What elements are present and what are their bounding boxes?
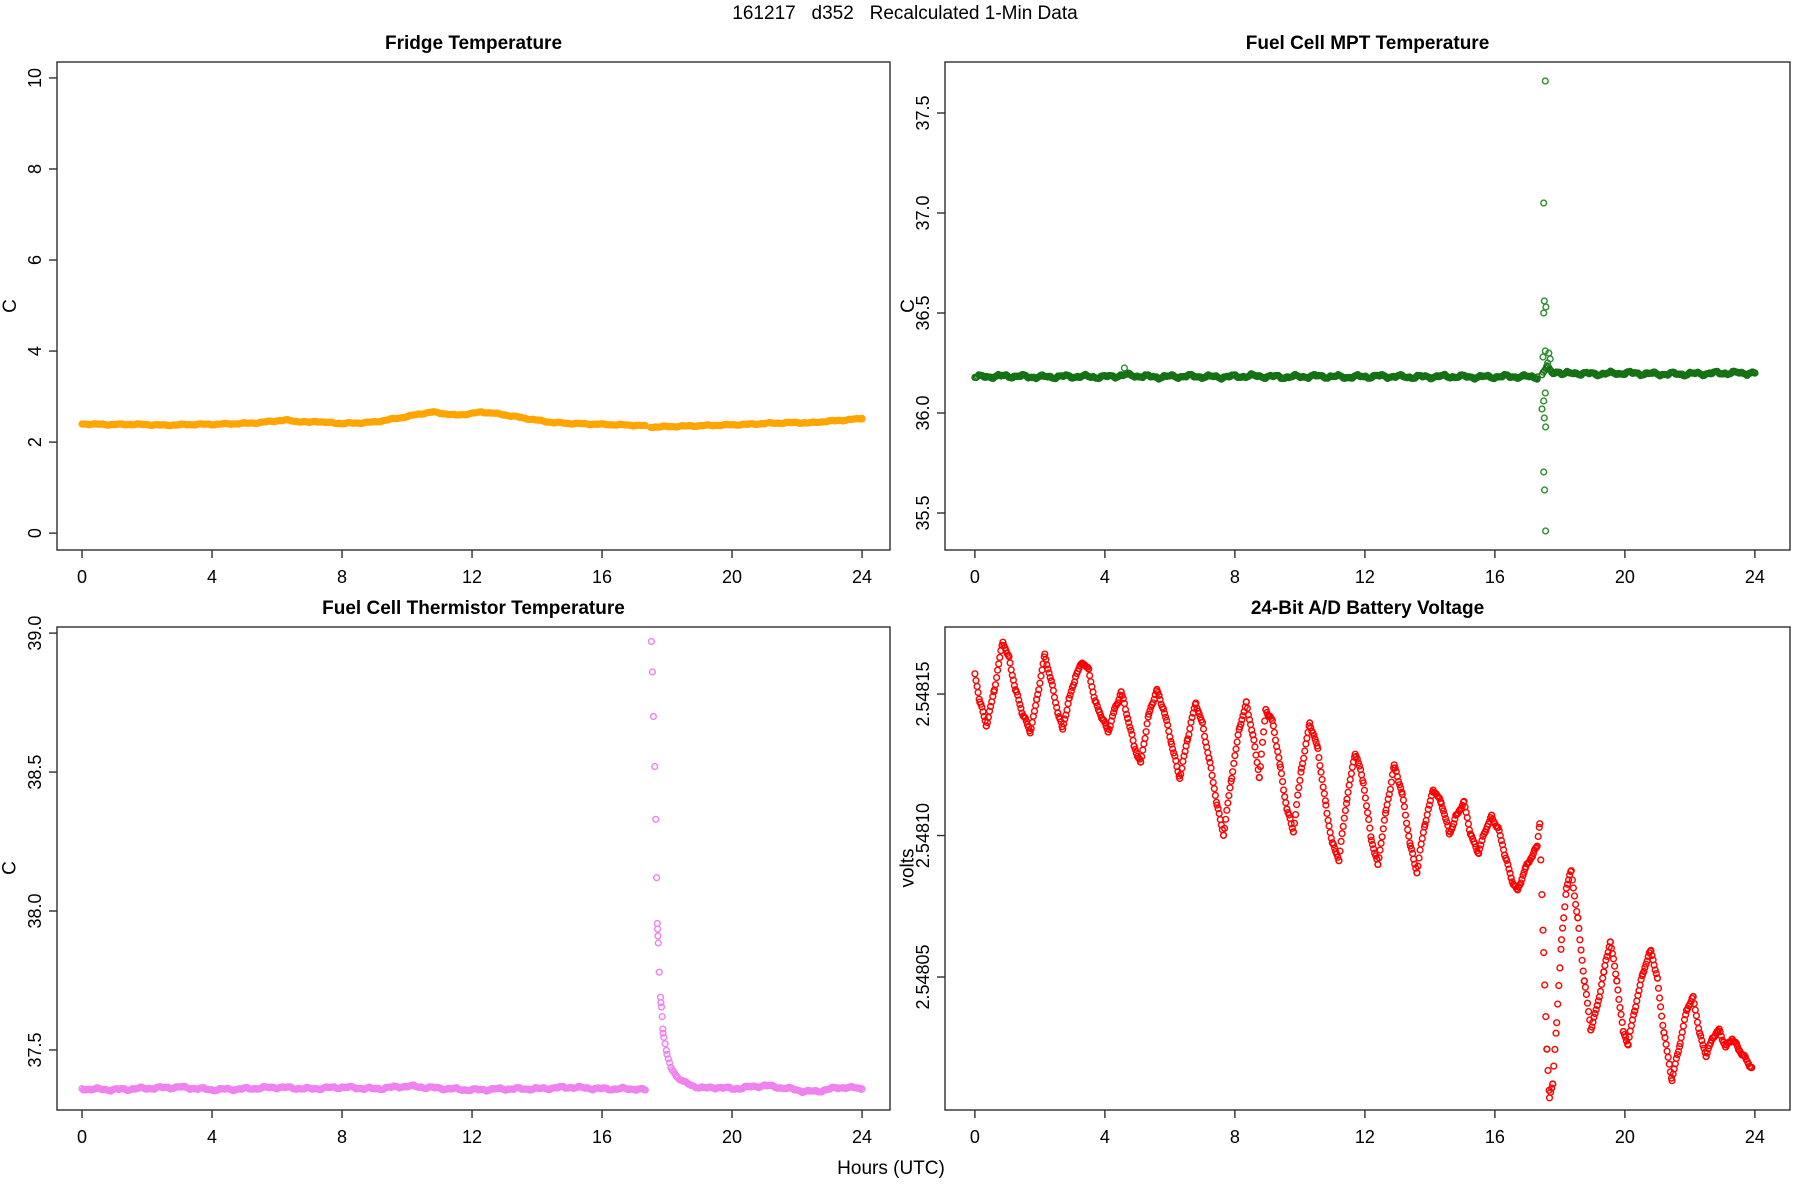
panel-title-battery-voltage: 24-Bit A/D Battery Voltage (1250, 598, 1485, 619)
plot-box (944, 61, 1791, 551)
x-tick-label: 16 (592, 1127, 612, 1147)
x-tick-label: 8 (337, 1127, 347, 1147)
x-tick-label: 24 (852, 567, 872, 587)
series-fridge-temp-band (78, 408, 866, 432)
x-tick-label: 0 (970, 1127, 980, 1147)
y-tick-label: 35.5 (913, 495, 933, 530)
x-tick-label: 0 (77, 1127, 87, 1147)
x-tick-label: 20 (722, 567, 742, 587)
x-axis-label: Hours (UTC) (837, 1158, 945, 1179)
x-tick-label: 4 (1100, 567, 1110, 587)
x-tick-label: 16 (592, 567, 612, 587)
x-tick-label: 24 (1745, 1127, 1765, 1147)
panel-title-fuel-cell-mpt: Fuel Cell MPT Temperature (1245, 33, 1490, 54)
x-tick-label: 12 (1355, 1127, 1375, 1147)
y-tick-label: 37.5 (913, 95, 933, 130)
x-tick-label: 8 (1230, 1127, 1240, 1147)
panel-battery-voltage: 0 4 8 12 16 20 24 2.54805 2.54810 2.54815 (913, 626, 1791, 1147)
plot-box (56, 61, 891, 551)
x-tick-label: 24 (852, 1127, 872, 1147)
x-tick-label: 24 (1745, 567, 1765, 587)
y-axis-label-volts: volts (897, 848, 919, 888)
y-axis-label-fridge: C (0, 299, 21, 313)
x-tick-label: 8 (337, 567, 347, 587)
y-tick-label: 4 (25, 346, 45, 356)
panel-title-fuel-cell-thermistor: Fuel Cell Thermistor Temperature (322, 598, 625, 619)
x-tick-label: 20 (1615, 1127, 1635, 1147)
y-tick-label: 0 (25, 528, 45, 538)
x-tick-label: 8 (1230, 567, 1240, 587)
y-tick-label: 2 (25, 437, 45, 447)
plot-box (56, 626, 891, 1111)
y-tick-label: 2.54815 (913, 662, 933, 727)
y-tick-label: 2.54805 (913, 944, 933, 1009)
y-tick-label: 38.5 (25, 755, 45, 790)
x-tick-label: 12 (1355, 567, 1375, 587)
y-tick-label: 39.0 (25, 616, 45, 651)
x-tick-label: 4 (1100, 1127, 1110, 1147)
series-battery-voltage-trace (971, 638, 1756, 1102)
panel-title-fridge-temperature: Fridge Temperature (384, 33, 563, 54)
y-tick-label: 37.0 (913, 195, 933, 230)
x-tick-label: 0 (970, 567, 980, 587)
y-tick-label: 2.54810 (913, 803, 933, 868)
panel-fuel-cell-thermistor-temperature: 0 4 8 12 16 20 24 37.5 38.0 38.5 39.0 (25, 616, 891, 1147)
y-tick-label: 36.0 (913, 395, 933, 430)
x-tick-label: 16 (1485, 1127, 1505, 1147)
y-tick-label: 36.5 (913, 295, 933, 330)
x-tick-label: 12 (462, 1127, 482, 1147)
series-mpt-temp-outliers (1120, 77, 1554, 535)
plot-box (944, 626, 1791, 1111)
y-tick-label: 38.0 (25, 893, 45, 928)
y-axis-label-mpt: C (898, 299, 919, 313)
x-tick-label: 12 (462, 567, 482, 587)
series-mpt-temp-band (971, 362, 1759, 383)
x-tick-label: 20 (1615, 567, 1635, 587)
x-tick-label: 16 (1485, 567, 1505, 587)
x-tick-label: 20 (722, 1127, 742, 1147)
y-tick-label: 10 (25, 68, 45, 88)
series-thermistor-spike-points (647, 637, 667, 1037)
x-tick-label: 4 (207, 1127, 217, 1147)
y-tick-label: 8 (25, 164, 45, 174)
panel-fuel-cell-mpt-temperature: 0 4 8 12 16 20 24 35.5 36.0 36.5 37.0 37.5 (913, 61, 1791, 587)
y-axis-label-thermistor: C (0, 861, 21, 875)
main-title: 161217 d352 Recalculated 1-Min Data (732, 3, 1078, 24)
x-tick-label: 4 (207, 567, 217, 587)
y-tick-label: 37.5 (25, 1032, 45, 1067)
x-tick-label: 0 (77, 567, 87, 587)
y-tick-label: 6 (25, 255, 45, 265)
series-thermistor-band (78, 1033, 866, 1097)
